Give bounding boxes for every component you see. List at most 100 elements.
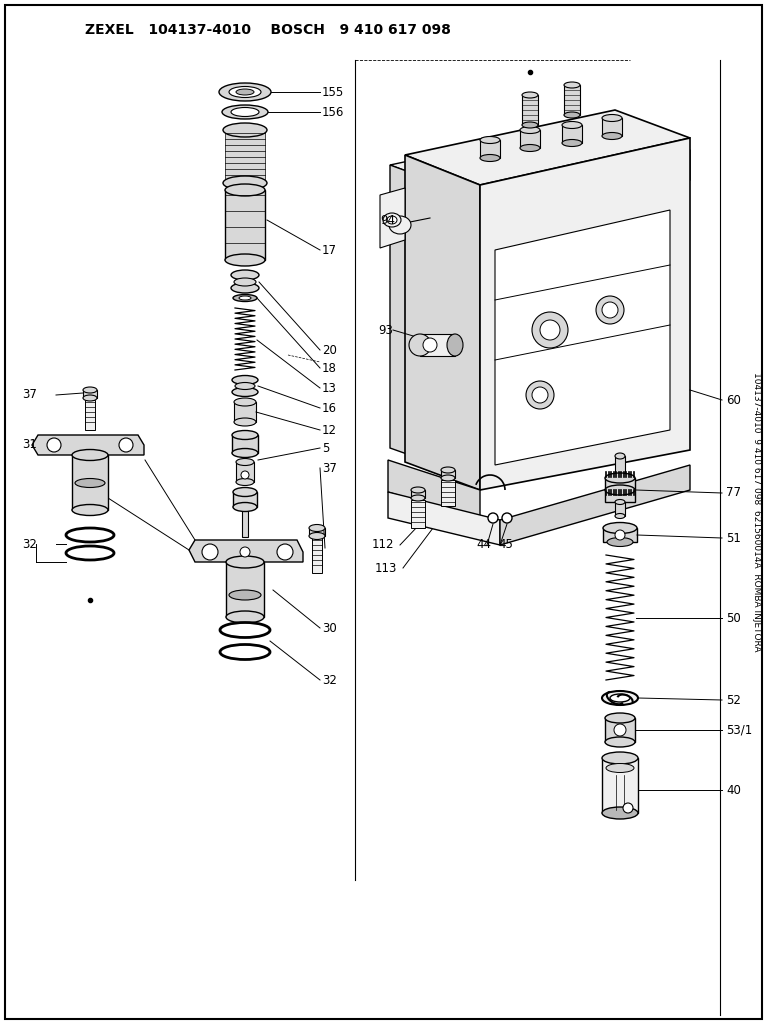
- Text: 104137-4010  9 410 617 098  621560014A  ROMBA INJETORA: 104137-4010 9 410 617 098 621560014A ROM…: [753, 373, 762, 651]
- Bar: [242, 507, 248, 537]
- Bar: [564, 85, 580, 115]
- Text: 60: 60: [726, 393, 741, 407]
- Text: 53/1: 53/1: [726, 724, 752, 736]
- Polygon shape: [405, 155, 480, 490]
- Ellipse shape: [605, 473, 635, 483]
- Ellipse shape: [480, 136, 500, 143]
- Bar: [615, 456, 625, 478]
- Ellipse shape: [564, 82, 580, 88]
- Bar: [83, 390, 97, 398]
- Ellipse shape: [564, 112, 580, 118]
- Circle shape: [602, 302, 618, 318]
- Ellipse shape: [72, 450, 108, 461]
- Ellipse shape: [615, 513, 625, 518]
- Ellipse shape: [72, 505, 108, 515]
- Ellipse shape: [225, 254, 265, 266]
- Ellipse shape: [520, 144, 540, 152]
- Circle shape: [615, 530, 625, 540]
- Circle shape: [202, 544, 218, 560]
- Ellipse shape: [602, 115, 622, 122]
- Bar: [441, 480, 455, 506]
- Ellipse shape: [231, 270, 259, 280]
- Bar: [522, 95, 538, 125]
- Polygon shape: [480, 138, 690, 490]
- Text: 16: 16: [322, 401, 337, 415]
- Ellipse shape: [480, 155, 500, 162]
- Ellipse shape: [602, 752, 638, 764]
- Ellipse shape: [447, 334, 463, 356]
- Text: 52: 52: [726, 693, 741, 707]
- Ellipse shape: [236, 478, 254, 485]
- Bar: [615, 502, 625, 516]
- Bar: [602, 118, 622, 136]
- Circle shape: [119, 438, 133, 452]
- Text: 94: 94: [380, 213, 395, 226]
- Bar: [309, 528, 325, 536]
- Bar: [225, 190, 265, 260]
- Text: 44: 44: [476, 539, 491, 552]
- Ellipse shape: [226, 611, 264, 623]
- Ellipse shape: [83, 395, 97, 401]
- Ellipse shape: [219, 83, 271, 101]
- Text: 112: 112: [372, 539, 395, 552]
- Ellipse shape: [66, 528, 114, 542]
- Bar: [602, 758, 638, 813]
- Text: 32: 32: [322, 674, 337, 686]
- Circle shape: [614, 724, 626, 736]
- Ellipse shape: [606, 764, 634, 772]
- Ellipse shape: [234, 278, 256, 286]
- Polygon shape: [495, 210, 670, 465]
- Text: 5: 5: [322, 441, 329, 455]
- Polygon shape: [480, 150, 690, 228]
- Text: 20: 20: [322, 343, 337, 356]
- Circle shape: [623, 803, 633, 813]
- Ellipse shape: [441, 475, 455, 481]
- Bar: [520, 130, 540, 148]
- Text: 50: 50: [726, 611, 741, 625]
- Ellipse shape: [234, 418, 256, 426]
- Text: 30: 30: [322, 622, 336, 635]
- Ellipse shape: [222, 105, 268, 119]
- Ellipse shape: [231, 108, 259, 117]
- Bar: [480, 140, 500, 158]
- Circle shape: [241, 471, 249, 479]
- Bar: [603, 528, 637, 542]
- Text: 113: 113: [375, 561, 397, 574]
- Polygon shape: [405, 110, 690, 185]
- Ellipse shape: [231, 283, 259, 293]
- Polygon shape: [388, 460, 480, 520]
- Bar: [225, 133, 265, 181]
- Ellipse shape: [233, 487, 257, 497]
- Bar: [236, 462, 254, 482]
- Polygon shape: [390, 120, 690, 198]
- Ellipse shape: [220, 623, 270, 638]
- Circle shape: [596, 296, 624, 324]
- Circle shape: [526, 381, 554, 409]
- Ellipse shape: [232, 430, 258, 439]
- Bar: [605, 718, 635, 742]
- Ellipse shape: [239, 296, 251, 300]
- Ellipse shape: [235, 383, 255, 389]
- Polygon shape: [189, 540, 303, 562]
- Ellipse shape: [223, 176, 267, 190]
- Ellipse shape: [605, 737, 635, 746]
- Ellipse shape: [229, 590, 261, 600]
- Ellipse shape: [383, 213, 401, 227]
- Text: 17: 17: [322, 244, 337, 256]
- Ellipse shape: [441, 467, 455, 473]
- Ellipse shape: [602, 132, 622, 139]
- Ellipse shape: [615, 500, 625, 505]
- Ellipse shape: [409, 334, 431, 356]
- Circle shape: [540, 319, 560, 340]
- Text: 155: 155: [322, 85, 344, 98]
- Text: 156: 156: [322, 105, 344, 119]
- Bar: [562, 125, 582, 143]
- Circle shape: [277, 544, 293, 560]
- Ellipse shape: [387, 216, 397, 224]
- Text: 37: 37: [322, 462, 337, 474]
- Ellipse shape: [389, 216, 411, 234]
- Text: 77: 77: [726, 486, 741, 500]
- Ellipse shape: [236, 459, 254, 466]
- Text: 31: 31: [22, 438, 37, 452]
- Ellipse shape: [229, 86, 261, 97]
